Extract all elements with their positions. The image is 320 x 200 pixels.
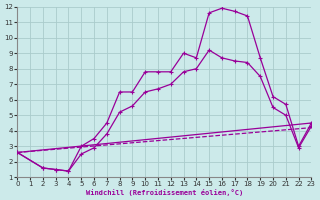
X-axis label: Windchill (Refroidissement éolien,°C): Windchill (Refroidissement éolien,°C)	[86, 189, 243, 196]
